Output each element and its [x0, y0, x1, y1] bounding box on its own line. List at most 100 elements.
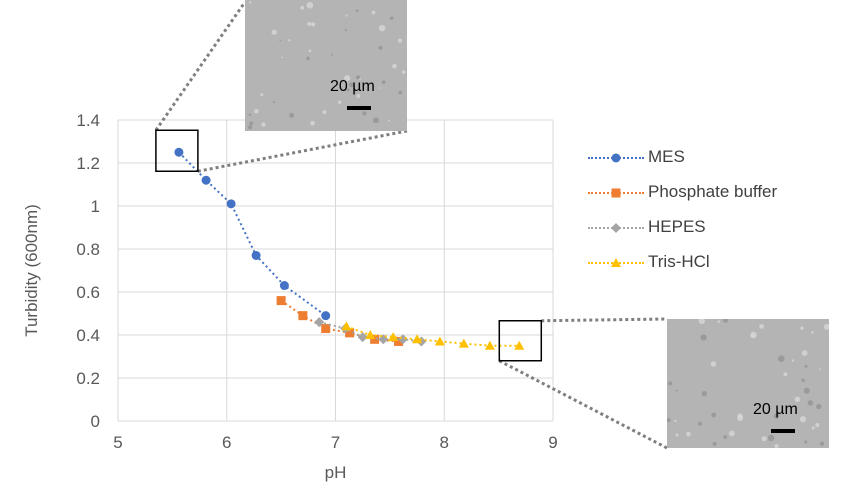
particle: [381, 80, 386, 85]
data-point: [226, 199, 236, 209]
particle: [728, 430, 735, 437]
microscopy-texture: [248, 1, 406, 130]
particle: [310, 120, 315, 126]
particle: [773, 413, 780, 419]
particle: [807, 400, 814, 406]
particle: [668, 381, 673, 386]
series-tris-hcl: [341, 321, 525, 350]
series-phosphate-buffer: [276, 296, 404, 346]
data-point: [279, 281, 289, 291]
particle: [767, 434, 775, 442]
particle: [390, 16, 394, 20]
data-point: [345, 328, 355, 338]
particle: [308, 49, 312, 53]
legend-marker-hepes: [611, 223, 621, 233]
particle: [711, 412, 717, 418]
legend-marker-shape: [611, 188, 621, 198]
particle: [322, 110, 327, 115]
scale-bar-label-bottom: 20 µm: [753, 401, 798, 418]
particle: [737, 413, 743, 419]
microscopy-inset-low-ph: 20 µm: [245, 0, 407, 131]
data-point: [298, 311, 308, 321]
particle: [379, 87, 381, 89]
data-point: [174, 147, 184, 157]
inset-connector: [154, 1, 247, 132]
particle: [355, 75, 361, 80]
data-point: [276, 296, 286, 306]
particle: [271, 29, 277, 35]
particle: [698, 319, 705, 324]
particle: [823, 323, 829, 330]
data-point: [201, 175, 211, 185]
data-point: [314, 317, 325, 328]
legend-marker-tris: [611, 258, 621, 267]
legend-marker-shape: [611, 258, 621, 267]
particle: [777, 355, 785, 362]
legend-label-tris: Tris-HCl: [648, 252, 710, 271]
data-point: [321, 324, 331, 334]
particle: [722, 319, 729, 323]
legend-marker-mes: [611, 153, 621, 163]
data-point: [370, 334, 380, 344]
scale-bar-bottom: [771, 429, 795, 433]
particle: [397, 38, 403, 43]
particle: [249, 1, 252, 4]
series-mes: [174, 147, 331, 321]
x-axis-title: pH: [325, 463, 347, 482]
data-point: [458, 338, 469, 348]
data-point: [341, 321, 352, 331]
particle: [279, 39, 282, 42]
series-line: [178, 151, 327, 317]
y-tick-label: 1: [91, 197, 100, 216]
particle: [675, 433, 679, 437]
particle: [300, 5, 305, 10]
data-point: [394, 336, 404, 346]
particle: [356, 94, 361, 98]
particle: [801, 378, 805, 383]
particle: [260, 93, 264, 97]
particle: [674, 419, 677, 423]
data-point: [251, 250, 261, 260]
particle: [794, 396, 801, 403]
particle: [254, 108, 259, 114]
legend-marker-phosphate: [611, 188, 621, 198]
particle: [289, 112, 295, 118]
particle: [700, 334, 707, 341]
particle: [801, 350, 808, 356]
y-tick-label: 0: [91, 412, 100, 431]
particle: [388, 119, 391, 122]
inset-connector: [541, 317, 668, 323]
y-tick-label: 0.6: [76, 283, 100, 302]
x-tick-label: 5: [113, 433, 122, 452]
particle: [344, 29, 347, 32]
particle: [378, 24, 386, 32]
x-tick-label: 6: [222, 433, 231, 452]
y-tick-label: 0.8: [76, 240, 100, 259]
particle: [273, 101, 276, 104]
data-point: [321, 311, 331, 321]
particle: [803, 387, 810, 394]
particle: [750, 331, 757, 339]
particle: [371, 10, 376, 15]
particle: [401, 70, 406, 74]
particle: [799, 416, 807, 423]
legend-marker-shape: [611, 153, 621, 163]
highlight-box: [155, 129, 199, 172]
data-point: [388, 332, 399, 342]
y-tick-label: 1.2: [76, 154, 100, 173]
particle: [331, 53, 334, 56]
particle: [344, 75, 351, 82]
particle: [355, 9, 359, 13]
legend-label-phosphate: Phosphate buffer: [648, 182, 778, 201]
particle: [378, 45, 383, 50]
particle: [338, 100, 342, 104]
scale-bar-label-top: 20 µm: [330, 78, 375, 95]
particle: [712, 441, 717, 446]
microscopy-texture: [667, 319, 829, 448]
legend-marker-shape: [611, 223, 621, 233]
data-point: [514, 340, 525, 350]
particle: [686, 431, 691, 437]
particle: [816, 403, 822, 410]
